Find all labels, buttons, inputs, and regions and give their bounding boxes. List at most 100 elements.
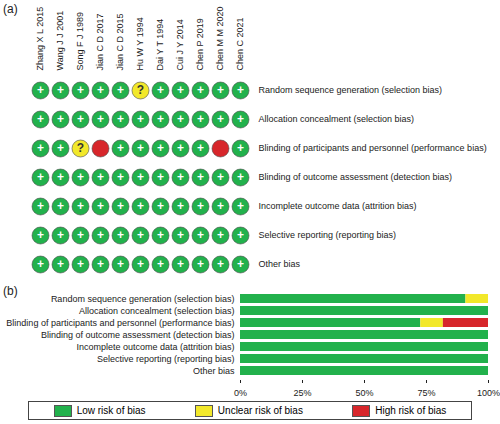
svg-text:+: + [117, 141, 124, 155]
svg-text:+: + [217, 228, 224, 242]
svg-text:+: + [57, 112, 64, 126]
svg-text:Blinding of participants and p: Blinding of participants and personnel (… [259, 143, 487, 153]
svg-text:+: + [137, 257, 144, 271]
svg-text:+: + [237, 170, 244, 184]
svg-text:Song F J 1989: Song F J 1989 [75, 12, 85, 71]
svg-text:+: + [157, 199, 164, 213]
svg-text:Allocation concealment (select: Allocation concealment (selection bias) [259, 114, 415, 124]
svg-text:75%: 75% [417, 388, 435, 398]
svg-text:+: + [37, 257, 44, 271]
svg-text:Selective reporting (reporting: Selective reporting (reporting bias) [97, 354, 235, 364]
svg-text:+: + [177, 170, 184, 184]
svg-text:+: + [137, 112, 144, 126]
svg-text:+: + [37, 83, 44, 97]
svg-text:Blinding of outcome assessment: Blinding of outcome assessment (detectio… [41, 330, 235, 340]
svg-text:+: + [117, 199, 124, 213]
svg-text:+: + [137, 170, 144, 184]
svg-text:Zhang X L 2015: Zhang X L 2015 [35, 7, 45, 71]
svg-text:+: + [237, 141, 244, 155]
svg-text:+: + [97, 199, 104, 213]
svg-text:+: + [77, 257, 84, 271]
svg-text:100%: 100% [477, 388, 500, 398]
svg-text:+: + [237, 83, 244, 97]
svg-text:+: + [237, 228, 244, 242]
svg-text:+: + [117, 83, 124, 97]
svg-text:+: + [77, 228, 84, 242]
svg-text:+: + [57, 141, 64, 155]
svg-text:+: + [97, 257, 104, 271]
svg-text:+: + [197, 170, 204, 184]
svg-text:Other bias: Other bias [259, 259, 301, 269]
svg-text:+: + [117, 228, 124, 242]
svg-text:+: + [157, 257, 164, 271]
svg-text:+: + [137, 228, 144, 242]
svg-text:+: + [157, 170, 164, 184]
svg-text:+: + [197, 112, 204, 126]
svg-text:+: + [117, 257, 124, 271]
svg-text:Chen C 2021: Chen C 2021 [235, 17, 245, 70]
svg-text:+: + [217, 112, 224, 126]
svg-text:+: + [177, 199, 184, 213]
svg-text:+: + [77, 83, 84, 97]
svg-text:+: + [97, 83, 104, 97]
svg-text:+: + [197, 257, 204, 271]
svg-text:+: + [37, 199, 44, 213]
svg-text:+: + [97, 112, 104, 126]
svg-text:+: + [37, 228, 44, 242]
svg-text:+: + [37, 170, 44, 184]
svg-text:+: + [177, 83, 184, 97]
svg-text:+: + [57, 199, 64, 213]
svg-text:+: + [57, 170, 64, 184]
svg-text:Random sequence generation (se: Random sequence generation (selection bi… [51, 294, 235, 304]
svg-text:+: + [137, 141, 144, 155]
svg-text:?: ? [77, 141, 84, 155]
svg-text:Other bias: Other bias [193, 366, 235, 376]
svg-text:+: + [237, 199, 244, 213]
svg-text:+: + [197, 141, 204, 155]
svg-text:Jian C D 2017: Jian C D 2017 [95, 13, 105, 70]
svg-text:+: + [77, 112, 84, 126]
svg-text:Incomplete outcome data (attri: Incomplete outcome data (attrition bias) [259, 201, 417, 211]
svg-text:Cui J Y 2014: Cui J Y 2014 [175, 19, 185, 70]
svg-text:0%: 0% [234, 388, 247, 398]
svg-text:Incomplete outcome data (attri: Incomplete outcome data (attrition bias) [76, 342, 234, 352]
svg-text:+: + [237, 257, 244, 271]
svg-text:+: + [97, 170, 104, 184]
svg-text:+: + [217, 170, 224, 184]
svg-text:Dai Y T 1994: Dai Y T 1994 [155, 19, 165, 71]
svg-text:+: + [37, 112, 44, 126]
svg-text:+: + [197, 83, 204, 97]
svg-text:+: + [57, 83, 64, 97]
svg-text:Wang J J 2001: Wang J J 2001 [55, 11, 65, 71]
svg-text:Random sequence generation (se: Random sequence generation (selection bi… [259, 85, 443, 95]
svg-text:+: + [157, 112, 164, 126]
svg-text:+: + [57, 228, 64, 242]
svg-text:?: ? [137, 83, 144, 97]
svg-text:+: + [77, 170, 84, 184]
svg-text:+: + [57, 257, 64, 271]
svg-text:+: + [197, 199, 204, 213]
svg-text:Allocation concealment (select: Allocation concealment (selection bias) [79, 306, 235, 316]
svg-text:+: + [97, 228, 104, 242]
svg-text:+: + [217, 83, 224, 97]
svg-text:+: + [177, 112, 184, 126]
svg-text:+: + [177, 228, 184, 242]
svg-text:+: + [157, 141, 164, 155]
svg-text:25%: 25% [293, 388, 311, 398]
svg-text:50%: 50% [355, 388, 373, 398]
svg-text:Jian C D 2015: Jian C D 2015 [115, 13, 125, 70]
svg-text:+: + [177, 141, 184, 155]
svg-text:Selective reporting (reporting: Selective reporting (reporting bias) [259, 230, 397, 240]
svg-text:+: + [197, 228, 204, 242]
svg-text:+: + [157, 83, 164, 97]
svg-text:Blinding of participants and p: Blinding of participants and personnel (… [6, 318, 234, 328]
svg-text:+: + [37, 141, 44, 155]
svg-text:Chen M M 2020: Chen M M 2020 [215, 6, 225, 70]
svg-text:+: + [217, 199, 224, 213]
svg-text:+: + [157, 228, 164, 242]
svg-text:+: + [117, 112, 124, 126]
svg-text:+: + [237, 112, 244, 126]
svg-text:+: + [117, 170, 124, 184]
svg-text:Blinding of outcome assessment: Blinding of outcome assessment (detectio… [259, 172, 453, 182]
svg-text:+: + [177, 257, 184, 271]
